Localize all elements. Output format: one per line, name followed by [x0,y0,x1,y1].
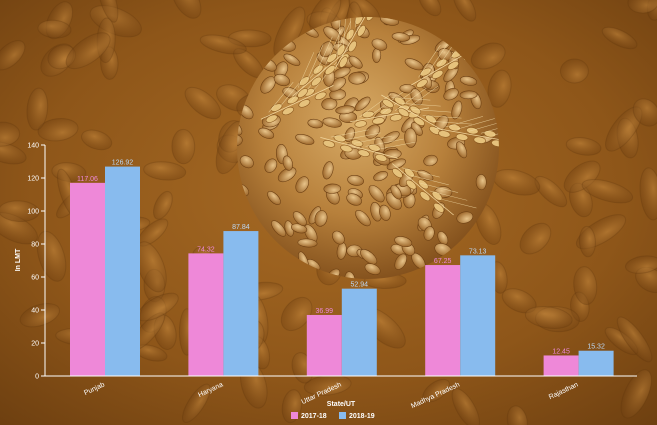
y-tick-label: 20 [31,341,39,348]
x-axis-title: State/UT [327,401,356,408]
y-tick-label: 80 [31,242,39,249]
bar-2018-19-rajasthan [578,350,614,376]
bar-2018-19-uttar-pradesh [341,288,377,376]
data-label: 12.45 [552,348,570,355]
bars [70,166,614,376]
data-label: 87.84 [232,224,250,231]
data-labels: 117.06 126.92 74.32 87.84 36.99 52.94 67.25 73.… [77,160,605,356]
y-tick-label: 40 [31,308,39,315]
y-tick-label: 0 [35,374,39,381]
data-label: 15.32 [587,344,605,351]
y-axis-ticks: 0 20 40 60 80 100 120 140 [27,143,45,381]
legend: 2017-18 2018-19 [291,412,375,420]
x-tick-label: Haryana [197,381,224,399]
x-tick-label: Rajasthan [548,381,580,401]
bar-2017-18-uttar-pradesh [306,314,342,376]
wheat-circle-photo [237,17,499,279]
bar-2017-18-madhya-pradesh [425,265,461,376]
bar-2017-18-haryana [188,253,224,376]
x-tick-label: Punjab [83,381,106,397]
legend-label: 2017-18 [301,413,327,420]
y-tick-label: 120 [27,176,39,183]
data-label: 36.99 [316,308,334,315]
y-tick-label: 140 [27,143,39,150]
y-axis-title: In LMT [15,248,22,271]
bar-2017-18-punjab [70,182,105,376]
data-label: 52.94 [351,282,369,289]
data-label: 67.25 [434,258,452,265]
data-label: 117.06 [77,176,98,183]
data-label: 74.32 [197,246,215,253]
bar-2018-19-haryana [223,231,259,376]
bar-2018-19-punjab [105,166,140,376]
bar-2018-19-madhya-pradesh [460,255,496,376]
x-tick-label: Madhya Pradesh [410,381,461,410]
data-label: 73.13 [469,248,487,255]
legend-label: 2018-19 [349,413,375,420]
bar-2017-18-rajasthan [543,355,579,376]
y-tick-label: 100 [27,209,39,216]
legend-swatch [291,412,298,419]
data-label: 126.92 [112,160,134,167]
y-tick-label: 60 [31,275,39,282]
legend-swatch [339,412,346,419]
